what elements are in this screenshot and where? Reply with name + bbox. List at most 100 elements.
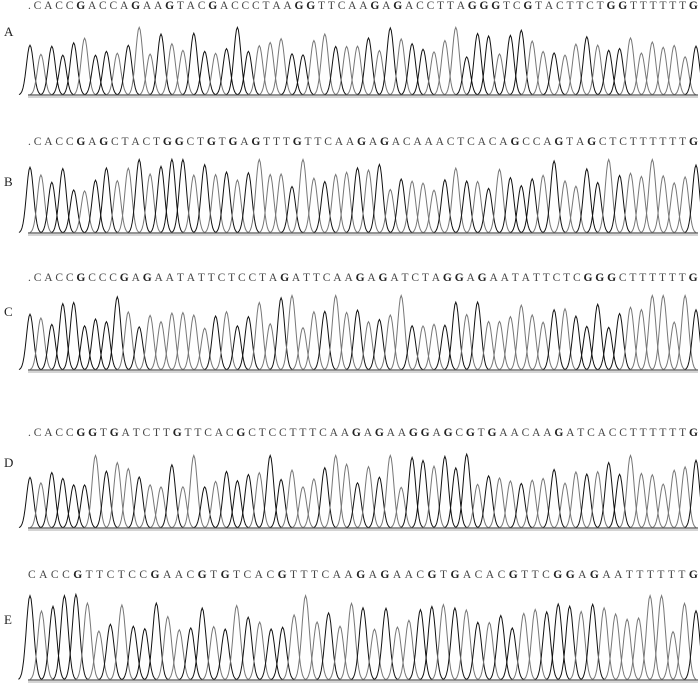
base-call: C bbox=[586, 0, 594, 12]
trace-peak bbox=[564, 470, 588, 529]
trace-peak bbox=[488, 53, 511, 96]
base-call: C bbox=[522, 136, 530, 148]
base-call: G bbox=[251, 136, 261, 148]
trace-peak bbox=[313, 310, 337, 370]
trace-peak bbox=[190, 606, 215, 680]
base-call: G bbox=[374, 427, 384, 439]
base-call: G bbox=[688, 427, 698, 439]
base-call: T bbox=[649, 427, 657, 439]
trace-peak bbox=[324, 454, 347, 528]
trace-peak bbox=[433, 178, 457, 234]
panel-label: D bbox=[4, 455, 14, 470]
base-call: C bbox=[65, 0, 74, 12]
base-call: G bbox=[277, 569, 287, 581]
base-call: A bbox=[39, 569, 48, 581]
base-call: G bbox=[688, 272, 698, 284]
trace-peak bbox=[564, 314, 588, 371]
base-call: C bbox=[139, 569, 148, 581]
trace-peak bbox=[661, 630, 685, 681]
base-call: C bbox=[238, 272, 246, 284]
trace-peak bbox=[29, 173, 53, 233]
trace-peak bbox=[213, 628, 238, 681]
base-call: G bbox=[150, 569, 160, 581]
base-call: G bbox=[378, 272, 388, 284]
base-call: G bbox=[554, 427, 564, 439]
trace-peak bbox=[651, 293, 675, 370]
trace-peak bbox=[138, 172, 162, 233]
trace-peak bbox=[280, 185, 304, 234]
trace-peak bbox=[455, 55, 478, 96]
trace-peak bbox=[117, 166, 140, 233]
trace-peak bbox=[193, 485, 216, 529]
base-call: G bbox=[587, 136, 597, 148]
trace-peak bbox=[433, 39, 457, 96]
base-call: C bbox=[619, 427, 627, 439]
trace-peak bbox=[569, 610, 594, 680]
base-call: T bbox=[629, 427, 637, 439]
trace-peak bbox=[433, 324, 457, 371]
trace-peak bbox=[400, 42, 424, 96]
trace-peak bbox=[29, 609, 54, 680]
trace-peak bbox=[455, 313, 478, 371]
trace-peak bbox=[499, 315, 522, 371]
base-call: A bbox=[44, 136, 53, 148]
base-call: G bbox=[109, 427, 119, 439]
base-call: T bbox=[657, 569, 665, 581]
base-call: G bbox=[589, 569, 599, 581]
trace-peak bbox=[248, 301, 271, 370]
trace-peak bbox=[117, 467, 140, 528]
base-call: A bbox=[44, 427, 53, 439]
trace-peak bbox=[499, 479, 522, 529]
trace-peak bbox=[531, 50, 555, 96]
trace-peak bbox=[640, 293, 664, 370]
trace-peak bbox=[422, 50, 446, 96]
base-call: A bbox=[367, 272, 376, 284]
base-call: T bbox=[521, 569, 529, 581]
trace-peak bbox=[87, 629, 111, 681]
base-call: G bbox=[688, 569, 698, 581]
base-call: C bbox=[252, 0, 260, 12]
trace-peak bbox=[651, 483, 675, 529]
trace-peak bbox=[542, 159, 566, 233]
base-call: C bbox=[65, 136, 74, 148]
base-call: G bbox=[442, 272, 452, 284]
trace-peak bbox=[109, 603, 134, 680]
trace-peak bbox=[248, 471, 271, 529]
trace-peak bbox=[499, 176, 522, 234]
base-call: A bbox=[291, 272, 301, 284]
trace-peak bbox=[171, 49, 195, 96]
trace-peak bbox=[259, 627, 283, 681]
trace-peak bbox=[575, 35, 599, 95]
trace-peak bbox=[302, 176, 326, 234]
trace-peak bbox=[630, 175, 653, 234]
trace-peak bbox=[62, 189, 85, 234]
trace-peak bbox=[455, 179, 478, 234]
chromatogram-trace bbox=[18, 452, 700, 531]
base-call: C bbox=[446, 136, 455, 148]
base-call: T bbox=[263, 136, 271, 148]
base-call: G bbox=[688, 136, 698, 148]
trace-peak bbox=[84, 454, 107, 528]
base-call: C bbox=[65, 272, 74, 284]
base-call: G bbox=[76, 136, 86, 148]
base-call: T bbox=[669, 427, 677, 439]
base-call: A bbox=[500, 272, 509, 284]
trace-peak bbox=[127, 26, 151, 95]
trace-peak bbox=[193, 163, 217, 233]
trace-peak bbox=[18, 44, 42, 96]
panel-label: C bbox=[4, 304, 13, 319]
trace-peak bbox=[477, 34, 500, 95]
base-call: A bbox=[344, 569, 353, 581]
trace-peak bbox=[586, 181, 609, 234]
base-call: G bbox=[76, 272, 86, 284]
trace-peak bbox=[178, 626, 203, 681]
base-call: T bbox=[511, 272, 519, 284]
base-call: C bbox=[99, 0, 107, 12]
trace-peak bbox=[346, 481, 369, 529]
trace-peak bbox=[400, 324, 424, 371]
base-call: G bbox=[465, 427, 475, 439]
base-call: C bbox=[337, 0, 346, 12]
base-call: T bbox=[639, 0, 647, 12]
base-call: A bbox=[363, 427, 372, 439]
trace-peak bbox=[638, 594, 662, 680]
